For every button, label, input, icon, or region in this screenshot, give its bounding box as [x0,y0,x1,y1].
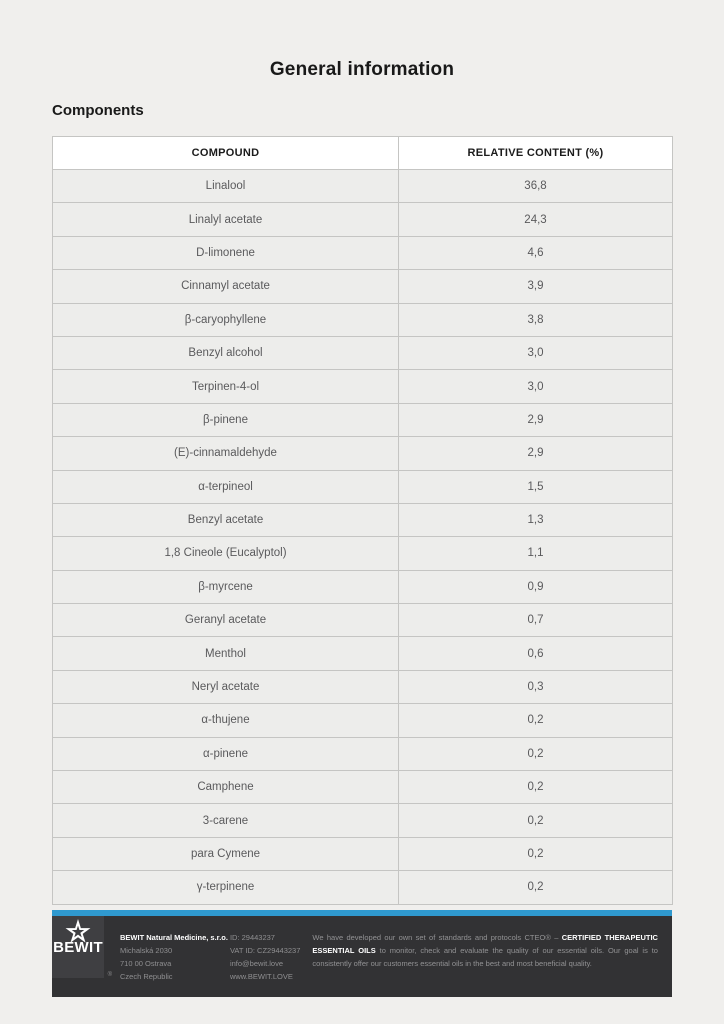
description-text-before: We have developed our own set of standar… [312,932,562,942]
table-row: (E)-cinnamaldehyde 2,9 [52,436,673,471]
relative-content-cell: 24,3 [398,202,673,237]
relative-content-cell: 3,9 [398,269,673,304]
footer-registration-info: ID: 29443237 VAT ID: CZ29443237 info@bew… [230,916,300,983]
compound-cell: 3-carene [52,803,399,838]
table-header-row: COMPOUND RELATIVE CONTENT (%) [52,136,673,170]
address-line: Michalská 2030 [120,945,173,955]
company-email-link[interactable]: info@bewit.love [229,958,283,968]
table-row: 3-carene 0,2 [52,803,673,838]
relative-content-cell: 0,2 [398,736,673,772]
footer-description: We have developed our own set of standar… [312,916,658,970]
table-body: Linalool 36,8 Linalyl acetate 24,3 D-lim… [52,168,673,905]
section-heading-components: Components [52,102,144,119]
relative-content-cell: 1,3 [398,502,673,538]
compound-cell: Menthol [52,636,399,671]
table-row: Benzyl acetate 1,3 [52,502,673,538]
table-row: D-limonene 4,6 [52,235,673,271]
table-row: 1,8 Cineole (Eucalyptol) 1,1 [52,536,673,571]
components-table: COMPOUND RELATIVE CONTENT (%) Linalool 3… [52,136,673,905]
relative-content-cell: 3,0 [398,335,673,371]
star-icon [65,918,91,943]
relative-content-cell: 0,2 [398,870,673,905]
company-website-link[interactable]: www.BEWIT.LOVE [229,971,293,981]
description-text-after: to monitor, check and evaluate the quali… [312,945,658,968]
compound-cell: (E)-cinnamaldehyde [52,436,399,471]
table-row: Terpinen-4-ol 3,0 [52,369,673,404]
table-row: γ-terpinene 0,2 [52,870,673,905]
table-row: β-caryophyllene 3,8 [52,302,673,337]
compound-cell: α-pinene [52,736,399,772]
compound-cell: Geranyl acetate [52,603,399,638]
relative-content-cell: 0,2 [398,703,673,738]
relative-content-cell: 1,5 [398,469,673,504]
relative-content-cell: 3,8 [398,302,673,337]
relative-content-cell: 3,0 [398,369,673,404]
relative-content-cell: 0,7 [398,603,673,638]
table-row: Linalyl acetate 24,3 [52,202,673,237]
page-title: General information [269,59,455,80]
compound-cell: 1,8 Cineole (Eucalyptol) [52,536,399,571]
compound-cell: Benzyl alcohol [52,335,399,371]
page-footer: BEWIT ® BEWIT Natural Medicine, s.r.o. M… [52,915,672,997]
company-vat-id: VAT ID: CZ29443237 [229,945,301,955]
relative-content-cell: 0,3 [398,669,673,705]
address-line: 710 00 Ostrava [120,958,172,968]
column-header-relative-content: RELATIVE CONTENT (%) [398,136,673,170]
logo-text: BEWIT [53,938,103,956]
compound-cell: Camphene [52,770,399,805]
table-row: Neryl acetate 0,3 [52,669,673,705]
compound-cell: γ-terpinene [52,870,399,905]
description-bold-text: CERTIFIED THERAPEUTIC ESSENTIAL OILS [312,932,658,955]
relative-content-cell: 1,1 [398,536,673,571]
company-name: BEWIT Natural Medicine, s.r.o. [120,932,228,942]
relative-content-cell: 2,9 [398,402,673,438]
compound-cell: Benzyl acetate [52,502,399,538]
table-row: Geranyl acetate 0,7 [52,603,673,638]
relative-content-cell: 0,2 [398,836,673,872]
compound-cell: β-pinene [52,402,399,438]
relative-content-cell: 0,9 [398,569,673,605]
compound-cell: α-thujene [52,703,399,738]
relative-content-cell: 0,2 [398,803,673,838]
table-row: Benzyl alcohol 3,0 [52,335,673,371]
compound-cell: Neryl acetate [52,669,399,705]
table-row: α-thujene 0,2 [52,703,673,738]
relative-content-cell: 0,6 [398,636,673,671]
table-row: Camphene 0,2 [52,770,673,805]
table-row: Linalool 36,8 [52,168,673,204]
table-row: α-pinene 0,2 [52,736,673,772]
table-row: β-pinene 2,9 [52,402,673,438]
table-row: α-terpineol 1,5 [52,469,673,504]
relative-content-cell: 2,9 [398,436,673,471]
bewit-logo: BEWIT ® [52,915,112,978]
column-header-compound: COMPOUND [52,136,399,170]
compound-cell: D-limonene [52,235,399,271]
table-row: Menthol 0,6 [52,636,673,671]
table-row: para Cymene 0,2 [52,836,673,872]
compound-cell: β-caryophyllene [52,302,399,337]
compound-cell: Terpinen-4-ol [52,369,399,404]
compound-cell: α-terpineol [52,469,399,504]
relative-content-cell: 0,2 [398,770,673,805]
compound-cell: Linalool [52,168,399,204]
accent-bar [52,909,672,916]
relative-content-cell: 36,8 [398,168,673,204]
compound-cell: para Cymene [52,836,399,872]
compound-cell: β-myrcene [52,569,399,605]
registered-trademark: ® [107,971,112,978]
relative-content-cell: 4,6 [398,235,673,271]
table-row: β-myrcene 0,9 [52,569,673,605]
compound-cell: Linalyl acetate [52,202,399,237]
company-id: ID: 29443237 [229,932,275,942]
table-row: Cinnamyl acetate 3,9 [52,269,673,304]
compound-cell: Cinnamyl acetate [52,269,399,304]
address-line: Czech Republic [120,971,173,981]
footer-company-address: BEWIT Natural Medicine, s.r.o. Michalská… [120,916,228,983]
